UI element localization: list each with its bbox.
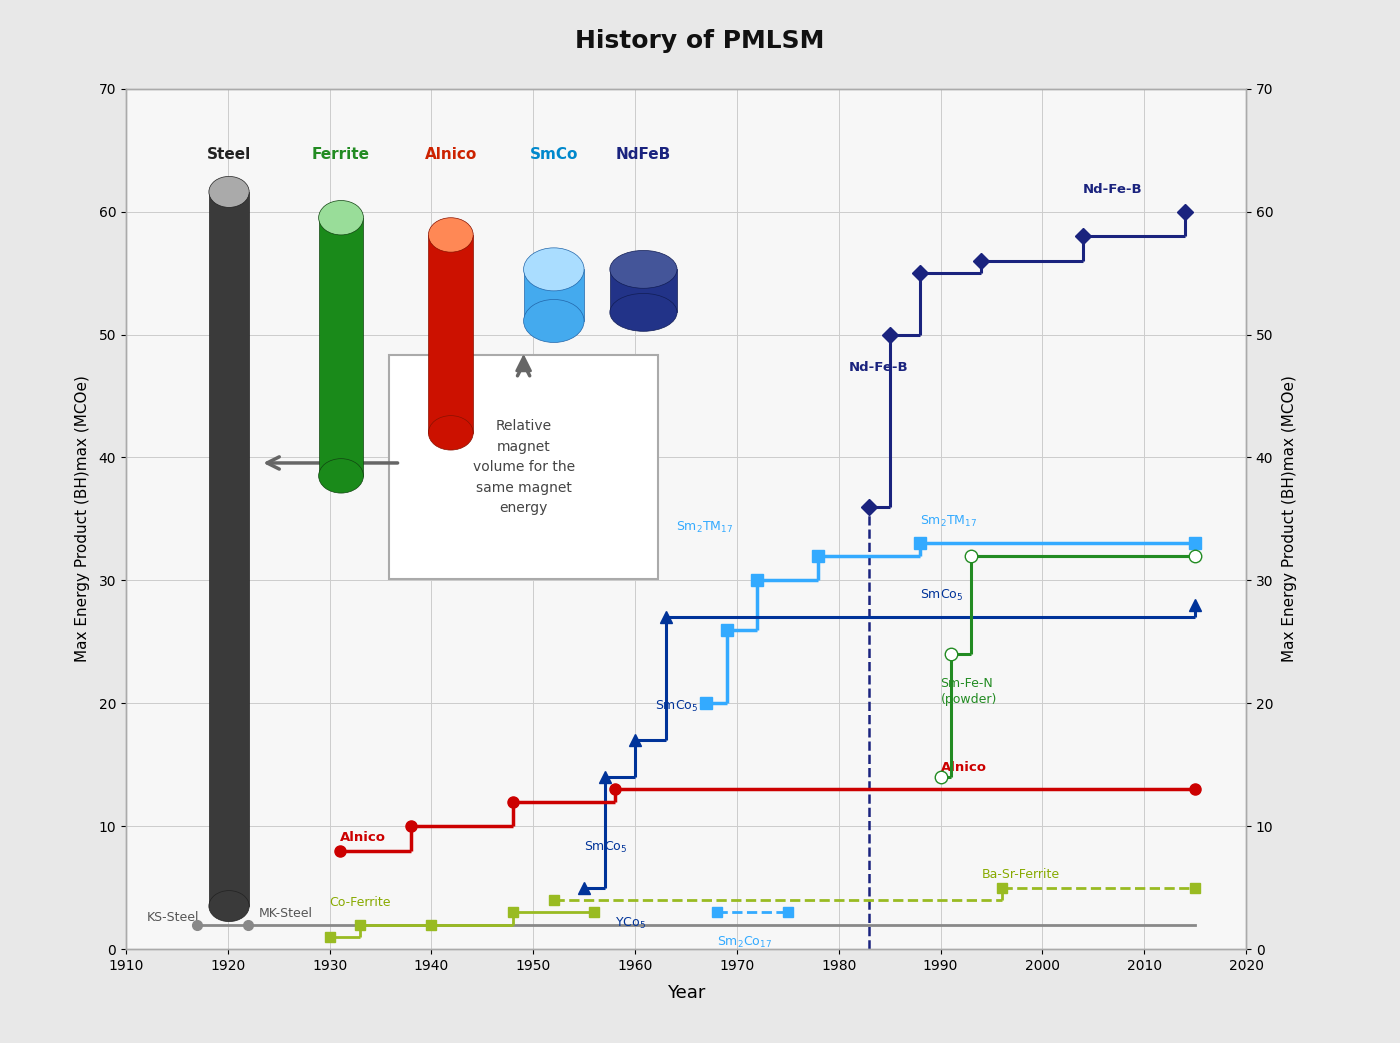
Ellipse shape	[319, 459, 364, 493]
Text: SmCo$_5$: SmCo$_5$	[920, 588, 963, 603]
Text: Alnico: Alnico	[340, 831, 386, 844]
Text: Relative
magnet
volume for the
same magnet
energy: Relative magnet volume for the same magn…	[473, 419, 574, 515]
Text: Alnico: Alnico	[941, 761, 987, 774]
Text: History of PMLSM: History of PMLSM	[575, 28, 825, 53]
Text: Nd-Fe-B: Nd-Fe-B	[848, 361, 909, 374]
Text: SmCo$_5$: SmCo$_5$	[655, 699, 699, 713]
Ellipse shape	[610, 250, 678, 288]
Ellipse shape	[610, 293, 678, 332]
Ellipse shape	[524, 299, 584, 342]
Bar	[428, 235, 473, 433]
Y-axis label: Max Energy Product (BH)max (MCOe): Max Energy Product (BH)max (MCOe)	[76, 375, 91, 662]
Text: Ferrite: Ferrite	[312, 147, 370, 162]
Text: MK-Steel: MK-Steel	[259, 907, 312, 920]
Bar	[524, 269, 584, 321]
Bar	[610, 269, 678, 313]
Bar	[209, 192, 249, 906]
Text: SmCo$_5$: SmCo$_5$	[584, 840, 627, 855]
Y-axis label: Max Energy Product (BH)max (MCOe): Max Energy Product (BH)max (MCOe)	[1281, 375, 1296, 662]
Text: Nd-Fe-B: Nd-Fe-B	[1084, 184, 1142, 196]
Text: YCo$_5$: YCo$_5$	[615, 916, 645, 931]
Text: Steel: Steel	[207, 147, 251, 162]
Text: NdFeB: NdFeB	[616, 147, 671, 162]
Text: KS-Steel: KS-Steel	[147, 911, 199, 924]
Ellipse shape	[319, 200, 364, 235]
Text: Co-Ferrite: Co-Ferrite	[329, 896, 391, 909]
Text: Sm$_2$TM$_{17}$: Sm$_2$TM$_{17}$	[920, 514, 977, 529]
Ellipse shape	[524, 248, 584, 291]
Ellipse shape	[428, 415, 473, 451]
Text: Sm-Fe-N
(powder): Sm-Fe-N (powder)	[941, 677, 997, 706]
Text: Sm$_2$TM$_{17}$: Sm$_2$TM$_{17}$	[676, 520, 734, 535]
Text: Sm$_2$Co$_{17}$: Sm$_2$Co$_{17}$	[717, 935, 771, 949]
Ellipse shape	[209, 891, 249, 922]
FancyBboxPatch shape	[389, 356, 658, 579]
Text: SmCo: SmCo	[529, 147, 578, 162]
Text: Alnico: Alnico	[424, 147, 477, 162]
X-axis label: Year: Year	[666, 984, 706, 1002]
Text: Ba-Sr-Ferrite: Ba-Sr-Ferrite	[981, 868, 1060, 881]
Ellipse shape	[209, 176, 249, 208]
Ellipse shape	[428, 218, 473, 252]
Bar	[319, 218, 364, 476]
